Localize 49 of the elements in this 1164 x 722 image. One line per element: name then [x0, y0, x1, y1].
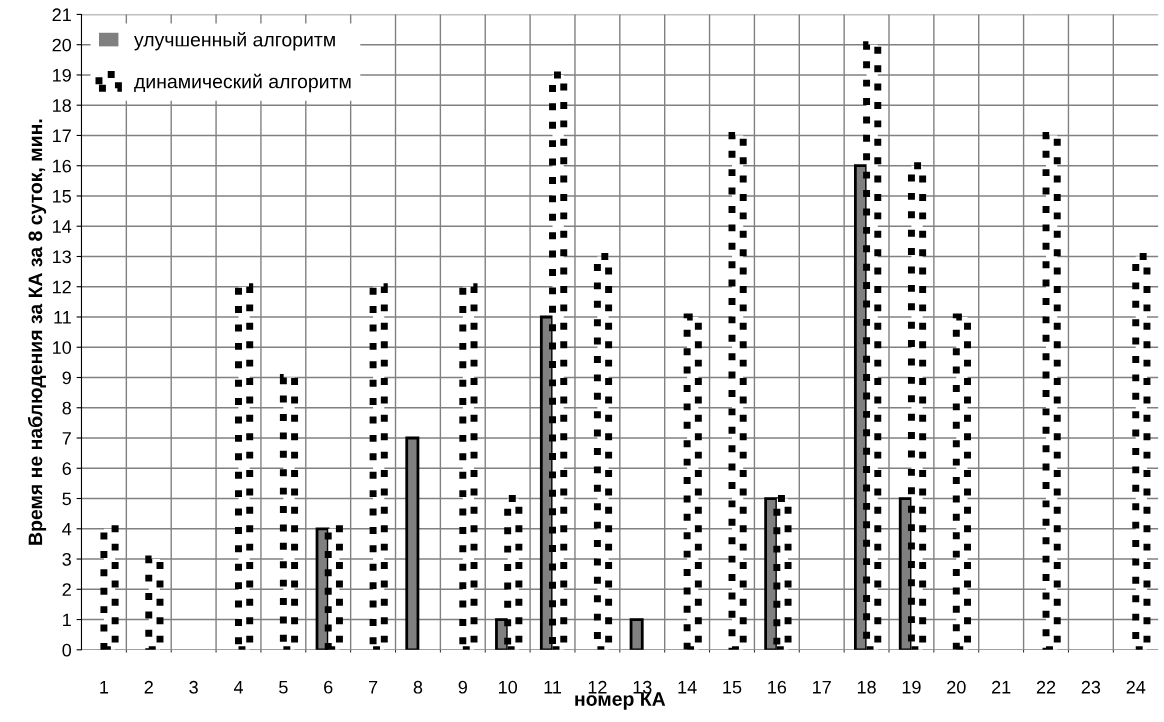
y-tick-label: 9	[62, 371, 71, 385]
x-tick-label: 11	[544, 681, 562, 694]
x-tick-label: 22	[1036, 680, 1056, 694]
x-tick-label: 13	[633, 680, 652, 694]
x-tick-label: 7	[368, 681, 378, 694]
x-tick-label: 4	[233, 681, 243, 694]
y-tick-label: 12	[53, 280, 71, 294]
y-tick-label: 20	[52, 38, 72, 52]
legend-label: динамический алгоритм	[134, 73, 351, 93]
x-tick-label: 15	[723, 681, 742, 694]
legend-label: улучшенный алгоритм	[134, 31, 335, 51]
y-tick-label: 16	[53, 159, 71, 173]
x-tick-label: 16	[768, 680, 787, 694]
x-tick-label: 8	[413, 680, 423, 694]
y-tick-label: 15	[53, 190, 71, 203]
y-tick-label: 4	[62, 522, 72, 536]
x-tick-label: 5	[279, 681, 288, 694]
y-tick-label: 0	[62, 643, 72, 657]
x-tick-label: 17	[813, 681, 831, 694]
y-tick-label: 18	[53, 99, 71, 112]
x-tick-label: 18	[857, 680, 876, 694]
y-tick-label: 3	[62, 552, 71, 566]
y-tick-label: 21	[52, 8, 71, 21]
y-tick-label: 13	[53, 250, 71, 264]
x-tick-label: 23	[1081, 680, 1101, 694]
x-tick-label: 21	[992, 680, 1011, 694]
y-tick-label: 5	[62, 492, 71, 506]
y-axis-title: Время не наблюдения за КА за 8 суток, мин.	[27, 119, 47, 545]
y-tick-label: 17	[53, 129, 71, 142]
x-tick-label: 19	[902, 680, 921, 694]
x-tick-label: 9	[458, 680, 467, 694]
y-tick-label: 6	[62, 462, 71, 475]
x-tick-label: 10	[499, 680, 518, 694]
x-tick-label: 20	[947, 680, 966, 694]
x-tick-label: 24	[1126, 680, 1146, 694]
x-tick-label: 6	[324, 680, 333, 694]
y-tick-label: 2	[62, 583, 71, 596]
y-tick-label: 8	[62, 401, 71, 415]
y-tick-label: 7	[62, 432, 71, 445]
y-tick-label: 10	[53, 341, 72, 354]
x-tick-label: 1	[100, 681, 109, 694]
x-tick-label: 14	[678, 681, 697, 694]
y-tick-label: 11	[54, 311, 71, 324]
y-tick-label: 19	[53, 68, 71, 82]
y-tick-label: 1	[63, 613, 71, 627]
x-tick-label: 3	[189, 680, 198, 694]
y-tick-label: 14	[53, 220, 72, 233]
x-tick-label: 2	[144, 680, 153, 694]
x-tick-label: 12	[588, 680, 607, 694]
